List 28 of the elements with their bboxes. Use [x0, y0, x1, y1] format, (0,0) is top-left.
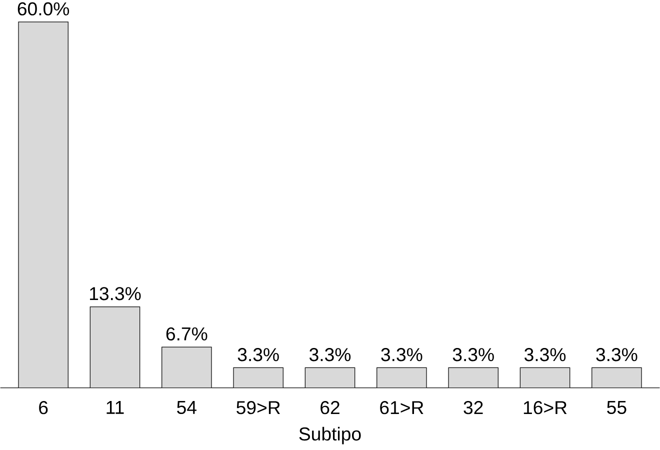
x-tick-label: 54 — [177, 400, 196, 414]
data-label: 3.3% — [381, 348, 422, 361]
x-tick-label: 32 — [464, 400, 483, 414]
x-axis-title: Subtipo — [299, 426, 361, 444]
x-tick-label: 61>R — [380, 400, 424, 414]
x-tick-label: 16>R — [524, 400, 567, 414]
data-label: 3.3% — [596, 348, 638, 361]
bar — [448, 368, 498, 388]
data-label: 3.3% — [309, 348, 351, 361]
bar — [18, 22, 68, 388]
x-tick-label: 55 — [607, 400, 626, 414]
bar — [162, 346, 212, 388]
bar — [592, 367, 642, 388]
data-label: 3.3% — [524, 348, 566, 361]
x-tick-label: 6 — [39, 400, 48, 414]
bar — [376, 368, 426, 388]
bar — [90, 306, 140, 388]
bar — [305, 368, 355, 388]
x-tick-label: 11 — [106, 400, 124, 414]
x-tick-label: 59>R — [236, 400, 280, 414]
x-tick-label: 62 — [320, 400, 340, 414]
data-label: 13.3% — [90, 286, 141, 300]
data-label: 6.7% — [166, 327, 208, 340]
bar — [234, 368, 284, 388]
data-label: 60.0% — [18, 2, 70, 16]
data-label: 3.3% — [238, 348, 279, 361]
data-label: 3.3% — [452, 348, 494, 361]
bar — [520, 368, 570, 388]
